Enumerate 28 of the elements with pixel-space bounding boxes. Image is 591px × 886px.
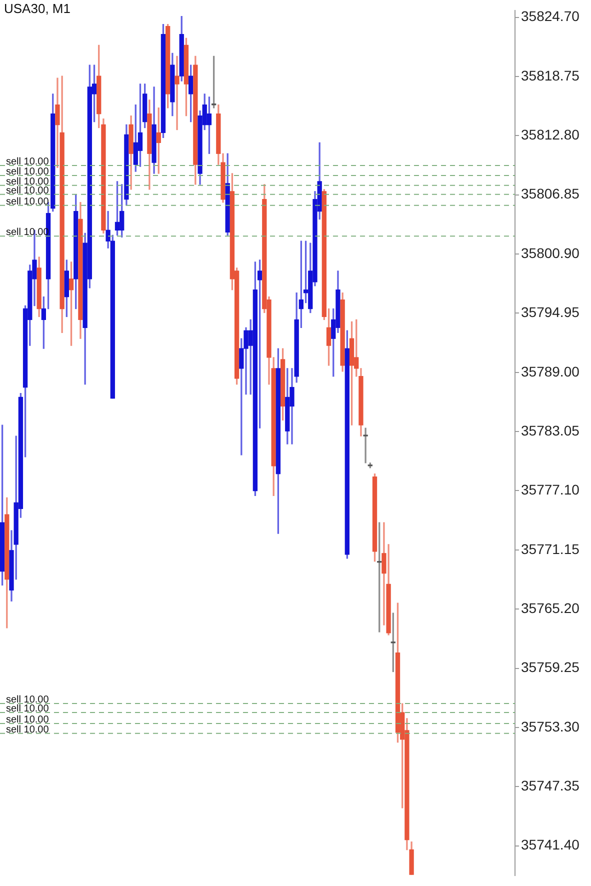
y-tick-label: 35818.75 bbox=[521, 67, 580, 84]
y-tick-label: 35812.80 bbox=[521, 126, 580, 143]
y-tick-label: 35747.35 bbox=[521, 777, 580, 794]
candlestick bbox=[174, 56, 180, 130]
ref-line-label: sell 10.00 bbox=[6, 704, 50, 715]
ref-line-label: sell 10.00 bbox=[6, 724, 50, 736]
y-tick-label: 35824.70 bbox=[521, 8, 580, 24]
y-tick-label: 35759.25 bbox=[521, 659, 580, 676]
ref-line-label: sell 10.00 bbox=[6, 196, 50, 208]
y-tick-label: 35789.00 bbox=[521, 363, 580, 380]
y-tick-label: 35777.10 bbox=[521, 482, 580, 498]
ref-line-label: sell 10.00 bbox=[6, 156, 50, 168]
ref-line-label: sell 10.00 bbox=[6, 185, 50, 196]
y-tick-label: 35806.85 bbox=[521, 186, 580, 202]
candlestick bbox=[55, 78, 60, 168]
y-tick-label: 35771.15 bbox=[521, 540, 580, 557]
y-tick-label: 35765.20 bbox=[521, 600, 580, 616]
y-tick-label: 35794.95 bbox=[521, 304, 580, 320]
ref-line-label: sell 10.00 bbox=[6, 166, 50, 178]
candlestick bbox=[382, 522, 386, 626]
ref-line-label: sell 10.00 bbox=[6, 176, 50, 188]
ref-line-label: sell 10.00 bbox=[6, 714, 50, 726]
y-tick-label: 35783.05 bbox=[521, 422, 580, 438]
candlestick bbox=[363, 428, 368, 464]
y-tick-label: 35741.40 bbox=[521, 836, 580, 853]
y-tick-label: 35800.90 bbox=[521, 244, 580, 261]
y-tick-label: 35753.30 bbox=[521, 718, 580, 734]
chart-title: USA30, M1 bbox=[4, 1, 70, 16]
